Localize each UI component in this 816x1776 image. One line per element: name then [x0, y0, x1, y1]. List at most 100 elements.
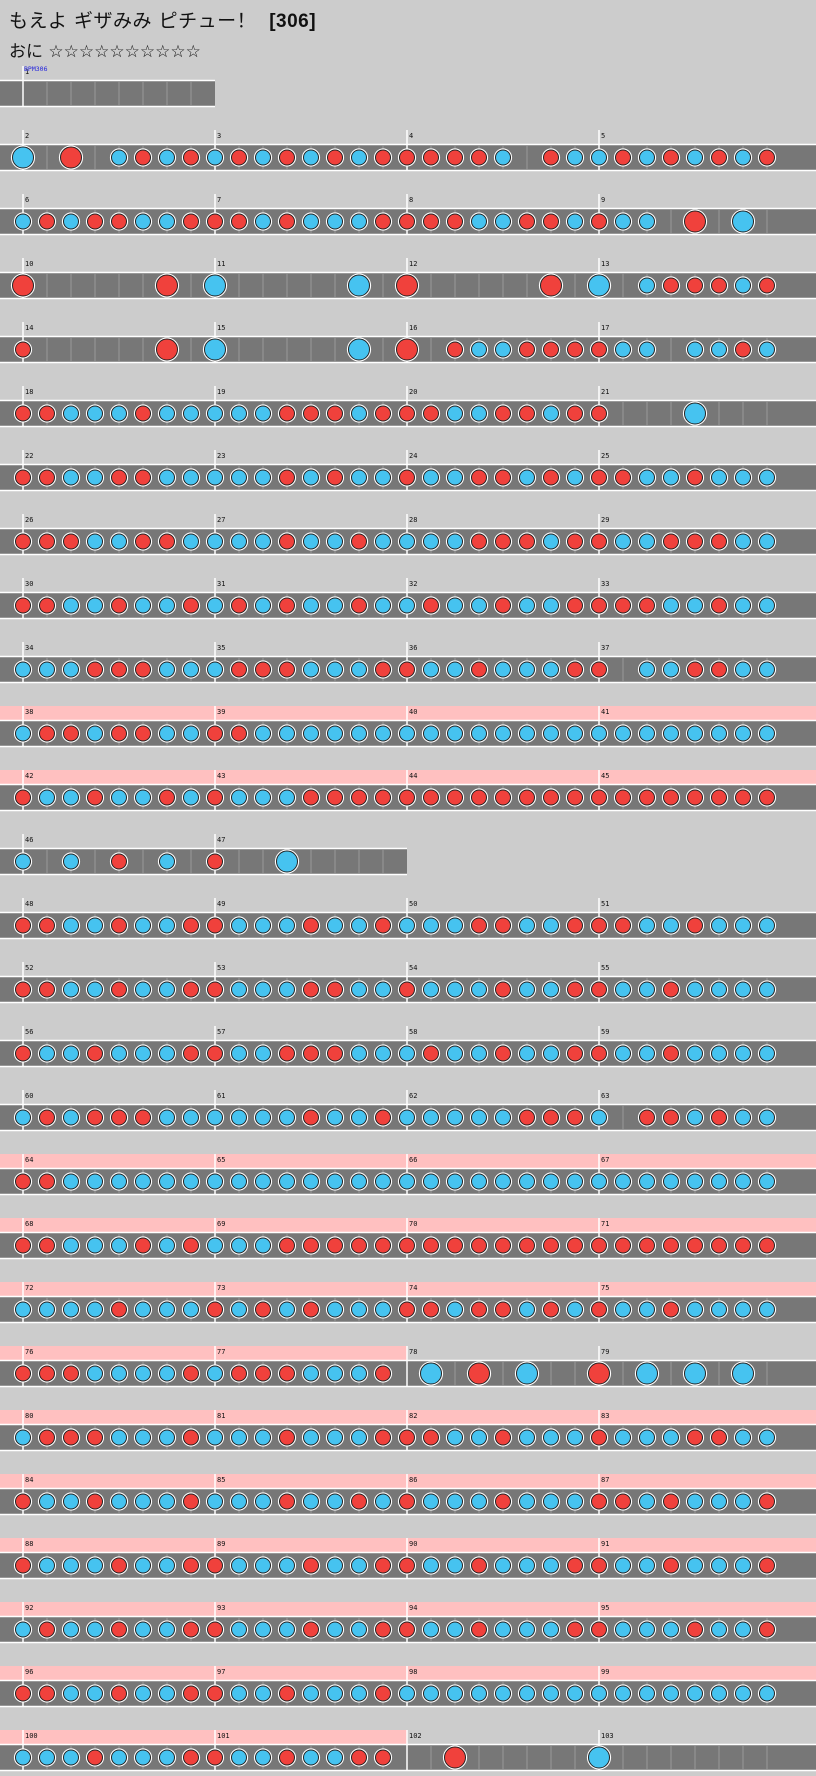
ka-note [351, 1173, 367, 1190]
ka-note [759, 1429, 775, 1446]
ka-note [351, 725, 367, 742]
big-ka-note [420, 1362, 442, 1385]
measure-number: 24 [409, 452, 417, 460]
don-note [423, 1429, 439, 1446]
ka-note [759, 597, 775, 614]
don-note [375, 789, 391, 806]
ka-note [711, 1173, 727, 1190]
don-note [495, 1493, 511, 1510]
don-note [471, 149, 487, 166]
ka-note [231, 1685, 247, 1702]
ka-note [663, 917, 679, 934]
measure-number: 18 [25, 388, 33, 396]
don-note [87, 1429, 103, 1446]
ka-note [351, 405, 367, 422]
ka-note [15, 213, 31, 230]
ka-note [423, 1173, 439, 1190]
ka-note [471, 1685, 487, 1702]
don-note [519, 533, 535, 550]
ka-note [351, 1109, 367, 1126]
don-note [543, 1301, 559, 1318]
don-note [471, 1621, 487, 1638]
ka-note [711, 725, 727, 742]
measure-number: 79 [601, 1348, 609, 1356]
don-note [471, 533, 487, 550]
ka-note [231, 1557, 247, 1574]
ka-note [231, 1109, 247, 1126]
don-note [471, 917, 487, 934]
ka-note [735, 533, 751, 550]
don-note [39, 917, 55, 934]
measure-number: 58 [409, 1028, 417, 1036]
ka-note [255, 1237, 271, 1254]
big-ka-note [204, 274, 226, 297]
ka-note [399, 1685, 415, 1702]
ka-note [255, 725, 271, 742]
don-note [567, 1557, 583, 1574]
ka-note [375, 981, 391, 998]
ka-note [711, 1685, 727, 1702]
ka-note [351, 1621, 367, 1638]
ka-note [231, 533, 247, 550]
measure-number: 45 [601, 772, 609, 780]
measure-number: 89 [217, 1540, 225, 1548]
measure-number: 33 [601, 580, 609, 588]
don-note [711, 277, 727, 294]
ka-note [639, 1429, 655, 1446]
don-note [15, 1045, 31, 1062]
don-note [567, 1237, 583, 1254]
measure-number: 9 [601, 196, 605, 204]
don-note [399, 469, 415, 486]
don-note [591, 1557, 607, 1574]
don-note [663, 789, 679, 806]
don-note [207, 853, 223, 870]
measure-number: 50 [409, 900, 417, 908]
don-note [15, 597, 31, 614]
don-note [567, 597, 583, 614]
ka-note [759, 1301, 775, 1318]
don-note [711, 597, 727, 614]
don-note [15, 981, 31, 998]
measure-number: 78 [409, 1348, 417, 1356]
ka-note [351, 1685, 367, 1702]
ka-note [639, 981, 655, 998]
gogo-band [0, 1410, 215, 1424]
don-note [87, 1109, 103, 1126]
measure-number: 95 [601, 1604, 609, 1612]
ka-note [495, 213, 511, 230]
ka-note [567, 1685, 583, 1702]
ka-note [231, 1301, 247, 1318]
don-note [495, 917, 511, 934]
don-note [39, 1621, 55, 1638]
ka-note [735, 1301, 751, 1318]
ka-note [375, 533, 391, 550]
ka-note [615, 1045, 631, 1062]
measure-number: 77 [217, 1348, 225, 1356]
don-note [711, 1429, 727, 1446]
don-note [423, 1301, 439, 1318]
note-lane [0, 80, 215, 107]
ka-note [231, 1749, 247, 1766]
ka-note [87, 469, 103, 486]
don-note [399, 1237, 415, 1254]
don-note [183, 981, 199, 998]
ka-note [735, 1109, 751, 1126]
don-note [255, 661, 271, 678]
ka-note [423, 1557, 439, 1574]
ka-note [471, 1429, 487, 1446]
ka-note [207, 1109, 223, 1126]
don-note [687, 277, 703, 294]
don-note [111, 213, 127, 230]
big-don-note [60, 146, 82, 169]
ka-note [375, 1045, 391, 1062]
ka-note [375, 469, 391, 486]
ka-note [135, 1685, 151, 1702]
don-note [39, 1685, 55, 1702]
ka-note [639, 661, 655, 678]
gogo-band [407, 706, 599, 720]
ka-note [759, 341, 775, 358]
measure-number: 21 [601, 388, 609, 396]
ka-note [759, 981, 775, 998]
measure-number: 34 [25, 644, 33, 652]
measure-number: 56 [25, 1028, 33, 1036]
